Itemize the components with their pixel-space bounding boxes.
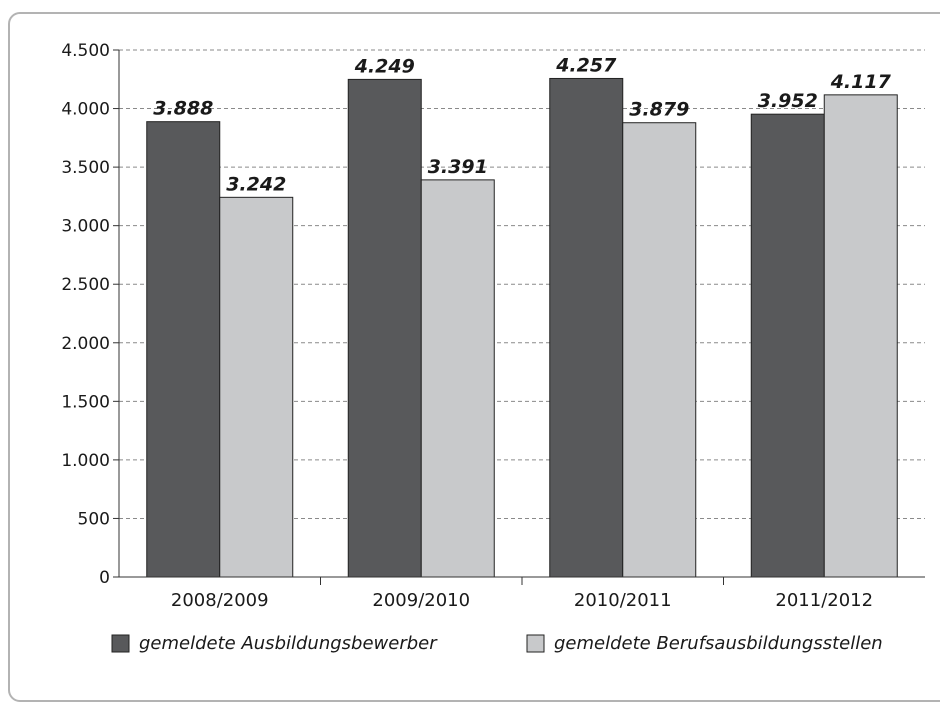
y-tick-label: 500 [78,509,110,529]
data-labels: 3.888 3.242 4.249 3.391 4.257 3.879 3.952 4.117 [153,54,891,195]
bar [420,179,495,578]
y-tick-label: 4.000 [61,100,110,120]
y-tick-label: 2.500 [61,275,110,295]
y-tick-label: 0 [99,568,110,588]
legend: gemeldete Ausbildungsbewerber gemeldete B… [111,633,883,654]
bars [146,77,898,578]
legend-label: gemeldete Ausbildungsbewerber [139,633,438,654]
bar-value-label: 3.879 [629,99,689,121]
bar-value-label: 4.249 [354,55,415,77]
x-tick-label: 2011/2012 [775,590,873,611]
bar-value-label: 3.888 [153,98,213,120]
bar-chart: 0 500 1.000 1.500 2.000 2.500 3.000 3.500 4.000 4… [61,41,925,654]
bar-value-label: 3.391 [428,156,488,178]
legend-label: gemeldete Berufsausbildungsstellen [554,633,883,654]
legend-swatch [526,634,545,653]
bar [146,121,221,578]
bar [823,94,898,578]
y-tick-label: 4.500 [61,41,110,61]
x-tick-label: 2010/2011 [574,590,672,611]
y-tick-label: 3.500 [61,158,110,178]
y-tick-label: 1.000 [61,451,110,471]
bar-value-label: 3.242 [226,173,286,195]
bar-value-label: 4.117 [830,71,892,93]
bar [750,113,825,578]
y-tick-label: 2.000 [61,334,110,354]
legend-swatch [111,634,130,653]
x-tick-label: 2009/2010 [372,590,470,611]
y-tick-label: 1.500 [61,392,110,412]
bar [219,196,294,578]
y-tick-label: 3.000 [61,217,110,237]
bar [549,77,624,578]
axes: 0 500 1.000 1.500 2.000 2.500 3.000 3.500 4.000 4… [61,41,925,611]
x-tick-label: 2008/2009 [171,590,269,611]
bar-value-label: 3.952 [758,90,818,112]
bar [622,122,697,578]
bar-value-label: 4.257 [555,54,617,76]
bar [347,78,422,578]
